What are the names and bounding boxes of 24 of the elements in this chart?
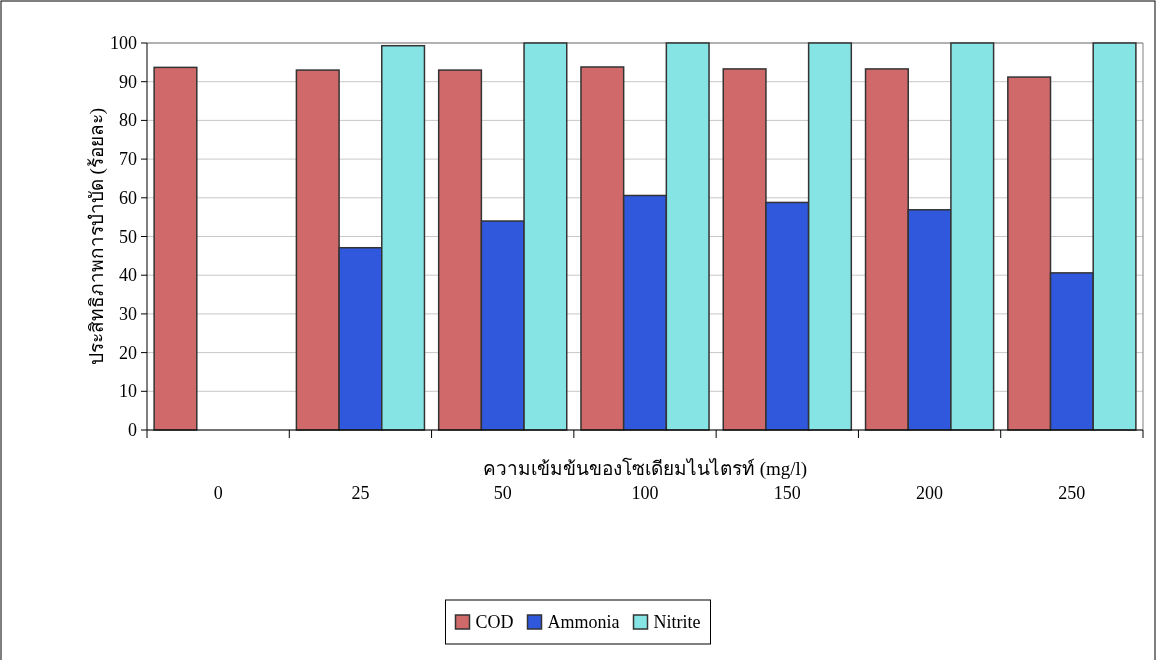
bar [153,66,198,431]
y-tick-label: 90 [119,71,137,92]
y-tick-label: 30 [119,303,137,324]
x-tick-label: 250 [1058,483,1086,503]
y-tick-label: 100 [110,33,137,53]
y-tick-label: 40 [119,265,137,286]
legend-label: Ammonia [547,612,620,632]
y-tick-label: 70 [119,149,137,170]
legend-label: COD [475,612,514,632]
y-tick-label: 50 [119,226,137,247]
y-tick-label: 60 [119,187,137,208]
x-tick-label: 0 [213,483,223,503]
x-axis-title: ความเข้มข้นของโซเดียมไนไตรท์ (mg/l) [482,457,808,480]
legend-label: Nitrite [653,612,701,632]
x-tick-label: 200 [916,483,944,503]
x-tick-label: 150 [773,483,801,503]
y-axis-title: ประสิทธิภาพการบำบัด (ร้อยละ) [86,107,108,366]
x-tick-label: 50 [493,483,512,503]
y-tick-label: 80 [119,110,137,131]
x-tick-label: 100 [631,483,659,503]
x-tick-label: 25 [351,483,370,503]
y-tick-label: 20 [119,342,137,363]
y-tick-label: 0 [128,420,137,440]
y-tick-label: 10 [119,381,137,402]
